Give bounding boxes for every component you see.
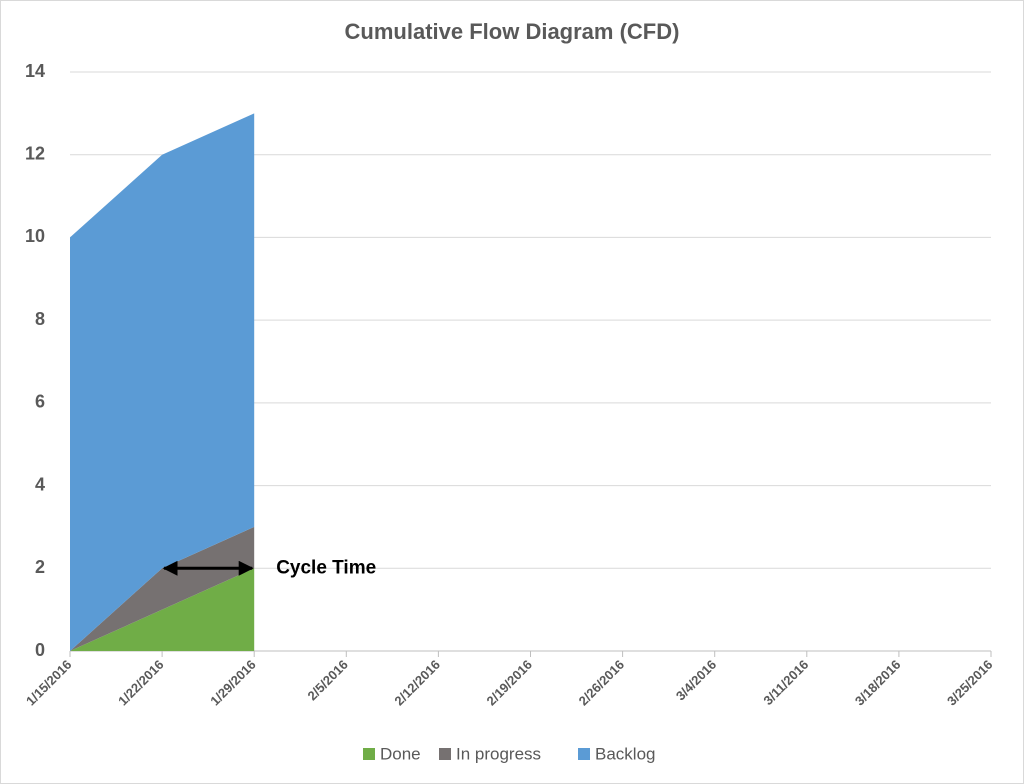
area xyxy=(70,113,255,652)
area xyxy=(70,526,255,651)
y-tick-label: 10 xyxy=(25,226,45,246)
y-tick-label: 4 xyxy=(35,474,45,494)
y-tick-label: 12 xyxy=(25,143,45,163)
y-tick-label: 0 xyxy=(35,640,45,660)
legend-swatch xyxy=(439,748,451,760)
y-tick-label: 2 xyxy=(35,557,45,577)
chart-title: Cumulative Flow Diagram (CFD) xyxy=(345,19,680,44)
legend-swatch xyxy=(578,748,590,760)
legend-label: Backlog xyxy=(595,744,655,763)
area xyxy=(70,568,255,651)
legend-swatch xyxy=(363,748,375,760)
y-tick-label: 8 xyxy=(35,309,45,329)
annotation: Cycle Time xyxy=(276,557,376,578)
legend-label: In progress xyxy=(456,744,541,763)
legend-label: Done xyxy=(380,744,421,763)
y-tick-label: 6 xyxy=(35,392,45,412)
y-tick-label: 14 xyxy=(25,61,45,81)
